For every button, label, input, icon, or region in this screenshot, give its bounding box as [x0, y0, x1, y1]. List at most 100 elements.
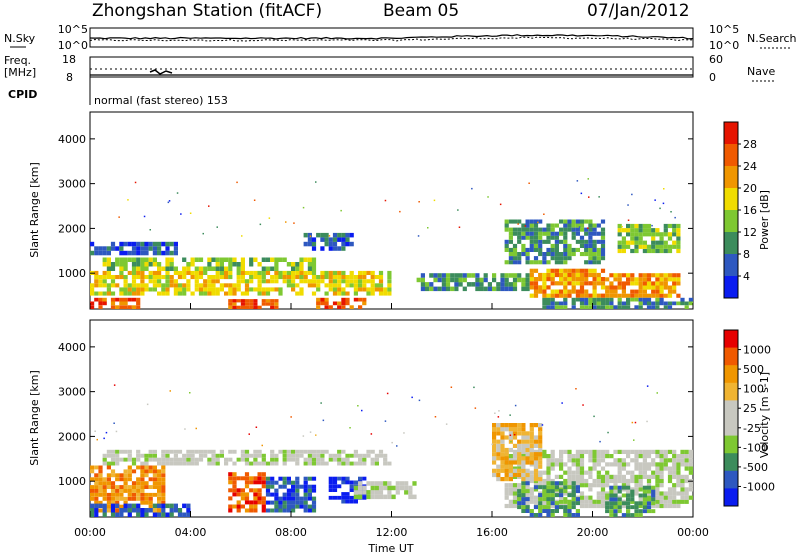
data-cell — [646, 505, 652, 510]
data-cell — [337, 461, 342, 466]
data-cell — [244, 500, 250, 505]
data-cell — [349, 453, 354, 458]
data-cell — [261, 287, 266, 292]
data-cell — [345, 275, 350, 280]
data-cell — [609, 454, 614, 459]
data-cell — [550, 289, 555, 294]
data-cell — [106, 291, 111, 296]
data-cell — [521, 489, 526, 494]
data-cell — [257, 496, 262, 501]
data-cell — [173, 457, 178, 462]
data-cell — [600, 483, 606, 488]
data-cell — [257, 291, 262, 296]
data-cell — [642, 497, 647, 502]
data-cell — [115, 453, 120, 458]
data-cell — [282, 449, 287, 454]
data-cell — [311, 270, 317, 275]
data-cell — [500, 468, 505, 473]
data-cell — [173, 241, 178, 247]
data-cell — [512, 472, 518, 478]
data-cell — [148, 275, 153, 280]
data-cell — [270, 500, 275, 505]
data-cell — [320, 301, 325, 306]
data-cell — [588, 454, 593, 459]
data-cell — [299, 291, 304, 296]
data-cell — [265, 488, 271, 493]
colorbar-swatch — [724, 400, 738, 419]
data-cell — [496, 443, 501, 448]
data-cell — [500, 427, 505, 432]
data-speck — [543, 213, 545, 215]
data-cell — [328, 283, 333, 288]
data-cell — [676, 232, 681, 237]
data-cell — [328, 457, 333, 462]
data-cell — [198, 449, 204, 454]
data-cell — [563, 231, 568, 236]
data-cell — [261, 472, 266, 477]
data-cell — [538, 501, 543, 506]
data-cell — [274, 504, 279, 509]
data-cell — [634, 513, 639, 517]
data-cell — [274, 457, 279, 462]
data-cell — [253, 287, 258, 292]
data-cell — [672, 483, 677, 488]
data-cell — [286, 492, 291, 497]
data-cell — [529, 223, 534, 228]
data-cell — [630, 248, 635, 254]
data-cell — [131, 250, 137, 256]
data-cell — [646, 454, 652, 459]
data-cell — [127, 457, 132, 462]
data-cell — [303, 480, 308, 485]
data-cell — [316, 297, 321, 302]
data-cell — [605, 301, 610, 306]
data-speck — [386, 392, 389, 395]
data-cell — [617, 305, 622, 309]
colorbar-tick-label: -100 — [743, 441, 768, 454]
data-cell — [517, 466, 522, 471]
data-cell — [571, 252, 576, 257]
data-cell — [102, 512, 107, 517]
data-cell — [471, 282, 476, 287]
data-cell — [165, 461, 170, 466]
data-cell — [265, 270, 271, 275]
data-cell — [140, 489, 145, 493]
data-cell — [182, 270, 187, 275]
data-cell — [479, 277, 484, 283]
data-cell — [98, 492, 103, 497]
data-cell — [136, 301, 141, 306]
data-cell — [588, 223, 593, 228]
data-cell — [190, 262, 195, 267]
data-cell — [161, 283, 166, 288]
data-cell — [613, 474, 618, 479]
data-cell — [90, 496, 95, 501]
data-cell — [579, 252, 585, 257]
data-cell — [186, 457, 191, 462]
data-cell — [538, 509, 543, 513]
data-speck — [576, 180, 579, 182]
data-cell — [483, 277, 488, 283]
data-cell — [311, 257, 317, 262]
data-cell — [630, 277, 635, 282]
data-cell — [244, 461, 250, 466]
data-cell — [563, 293, 568, 298]
data-cell — [634, 305, 639, 309]
data-cell — [123, 291, 128, 296]
data-cell — [362, 270, 367, 275]
data-cell — [500, 277, 505, 283]
data-cell — [684, 454, 689, 459]
data-cell — [320, 449, 325, 454]
data-cell — [521, 443, 526, 448]
data-cell — [655, 487, 660, 492]
data-cell — [127, 477, 132, 482]
data-cell — [110, 305, 116, 309]
data-cell — [579, 227, 585, 232]
data-cell — [370, 270, 375, 275]
data-cell — [194, 270, 199, 275]
data-cell — [630, 293, 635, 298]
data-cell — [563, 272, 568, 278]
data-cell — [98, 485, 103, 489]
data-cell — [512, 491, 518, 496]
x-tick-label: 00:00 — [677, 526, 709, 539]
data-cell — [286, 476, 291, 481]
